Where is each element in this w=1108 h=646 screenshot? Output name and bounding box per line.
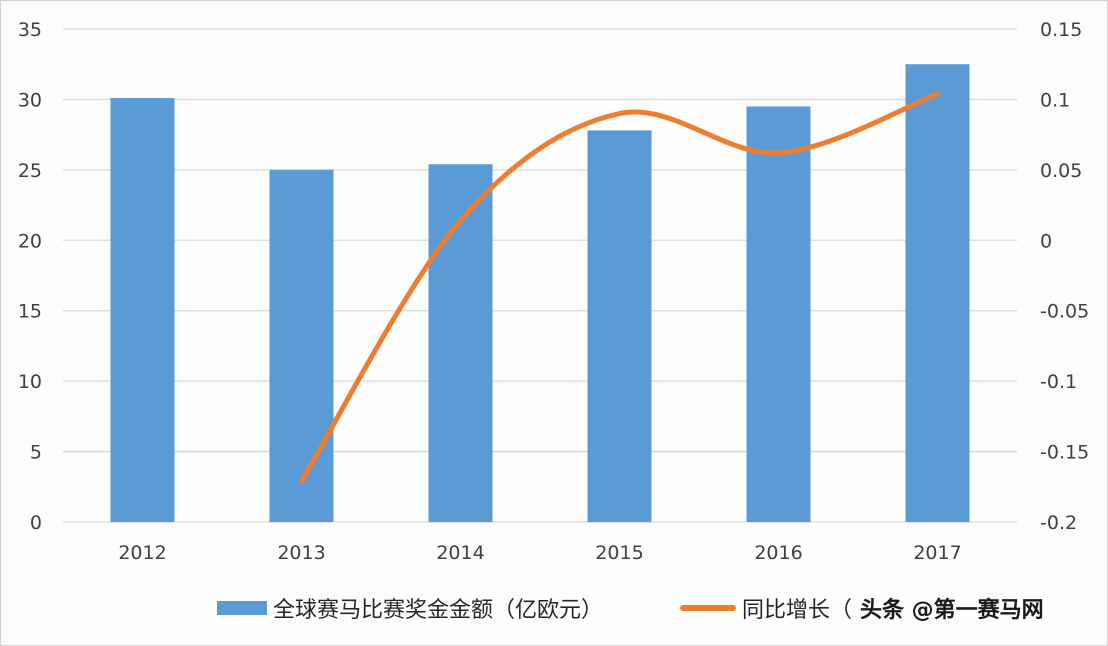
legend-bar-label: 全球赛马比赛奖金金额（亿欧元） bbox=[273, 598, 604, 623]
right-tick-label: 0 bbox=[1040, 230, 1052, 252]
growth-line bbox=[299, 91, 940, 484]
legend: 全球赛马比赛奖金金额（亿欧元） 同比增长（ 头条 @第一赛马网 bbox=[0, 590, 1108, 630]
left-tick-label: 10 bbox=[18, 371, 42, 393]
line-series bbox=[299, 91, 940, 484]
line-swatch-icon bbox=[680, 605, 736, 611]
x-tick-label: 2012 bbox=[118, 542, 166, 564]
bar bbox=[587, 130, 652, 522]
right-tick-label: -0.2 bbox=[1040, 512, 1077, 534]
right-tick-label: -0.05 bbox=[1040, 301, 1089, 323]
bar-swatch-icon bbox=[217, 601, 267, 615]
x-tick-label: 2016 bbox=[754, 542, 802, 564]
gridlines bbox=[63, 28, 1017, 523]
x-tick-label: 2017 bbox=[913, 542, 961, 564]
x-tick-label: 2015 bbox=[595, 542, 643, 564]
right-tick-label: 0.1 bbox=[1040, 89, 1070, 111]
left-tick-label: 35 bbox=[18, 19, 42, 41]
watermark: 头条 @第一赛马网 bbox=[860, 598, 1044, 623]
x-axis-ticks: 2012 2013 2014 2015 2016 2017 bbox=[118, 542, 961, 564]
right-axis-ticks: -0.2 -0.15 -0.1 -0.05 0 0.05 0.1 0.15 bbox=[1040, 19, 1089, 534]
left-tick-label: 30 bbox=[18, 89, 42, 111]
bar bbox=[269, 169, 334, 522]
legend-item-bar: 全球赛马比赛奖金金额（亿欧元） bbox=[217, 590, 603, 626]
bar bbox=[110, 98, 175, 523]
bar-series bbox=[110, 64, 970, 523]
right-tick-label: -0.15 bbox=[1040, 442, 1089, 464]
right-tick-label: 0.15 bbox=[1040, 19, 1082, 41]
x-tick-label: 2013 bbox=[277, 542, 325, 564]
bar bbox=[746, 106, 811, 522]
right-tick-label: -0.1 bbox=[1040, 371, 1077, 393]
bar bbox=[905, 64, 970, 522]
left-axis-ticks: 0 5 10 15 20 25 30 35 bbox=[18, 19, 42, 534]
x-tick-label: 2014 bbox=[436, 542, 484, 564]
left-tick-label: 0 bbox=[30, 512, 42, 534]
left-tick-label: 5 bbox=[30, 442, 42, 464]
left-tick-label: 15 bbox=[18, 301, 42, 323]
legend-item-line: 同比增长（ 头条 @第一赛马网 bbox=[680, 590, 1044, 626]
left-tick-label: 25 bbox=[18, 160, 42, 182]
left-tick-label: 20 bbox=[18, 230, 42, 252]
legend-line-label: 同比增长（ bbox=[742, 598, 853, 623]
right-tick-label: 0.05 bbox=[1040, 160, 1082, 182]
